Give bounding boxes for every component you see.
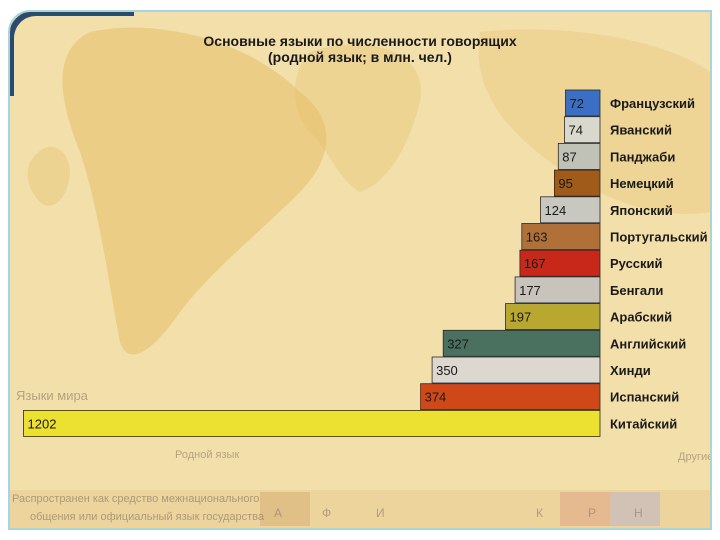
bar-value-label-1: 74	[569, 123, 583, 138]
bar-value-label-2: 87	[562, 149, 576, 164]
map-label-spread-2: общения или официальный язык государства	[30, 511, 265, 523]
slide-frame: Языки мира Родной язык Другие Распростра…	[8, 10, 712, 530]
category-label-10: Хинди	[610, 363, 651, 378]
south-america-shape	[62, 27, 327, 355]
bar-value-label-7: 177	[519, 283, 541, 298]
bar-value-label-0: 72	[570, 96, 584, 111]
bar-12	[23, 409, 601, 437]
bar-value-label-6: 167	[524, 256, 546, 271]
legend-letter-a: А	[274, 506, 282, 520]
antarctic-shape	[27, 146, 70, 206]
chart-title-line-1: Основные языки по численности говорящих	[203, 33, 516, 49]
category-label-12: Китайский	[610, 416, 677, 431]
bar-0	[565, 89, 601, 117]
bar-10	[431, 356, 601, 384]
bar-3	[554, 169, 601, 197]
bar-value-label-8: 197	[510, 310, 532, 325]
category-label-1: Яванский	[610, 123, 672, 138]
category-label-4: Японский	[610, 203, 673, 218]
language-bar-chart: Основные языки по численности говорящих …	[23, 33, 708, 437]
africa-shape	[295, 44, 422, 192]
bar-9	[442, 329, 601, 357]
category-label-3: Немецкий	[610, 176, 674, 191]
bar-4	[540, 196, 601, 224]
bar-6	[519, 249, 601, 277]
map-label-native: Родной язык	[175, 449, 239, 461]
category-label-11: Испанский	[610, 390, 679, 405]
bar-value-label-10: 350	[436, 363, 458, 378]
map-label-languages: Языки мира	[16, 388, 89, 403]
category-label-9: Английский	[610, 336, 686, 351]
bar-1	[564, 116, 601, 144]
map-label-spread-1: Распространен как средство межнациональн…	[12, 493, 259, 505]
legend-cell-a	[260, 492, 310, 526]
legend-letter-k: К	[536, 506, 543, 520]
bar-value-label-11: 374	[425, 390, 447, 405]
bar-7	[514, 276, 601, 304]
legend-cell-r	[560, 492, 610, 526]
world-map-background: Языки мира Родной язык Другие Распростра…	[10, 27, 710, 528]
bar-2	[557, 142, 601, 170]
category-label-0: Французский	[610, 96, 695, 111]
bar-value-label-9: 327	[447, 336, 469, 351]
bar-value-label-4: 124	[545, 203, 567, 218]
bar-value-label-3: 95	[558, 176, 572, 191]
bar-11	[420, 383, 601, 411]
category-label-8: Арабский	[610, 310, 672, 325]
bar-5	[521, 223, 601, 250]
category-label-5: Португальский	[610, 230, 708, 245]
legend-letter-f: Ф	[322, 506, 331, 520]
bar-value-label-5: 163	[526, 230, 548, 245]
legend-letter-r: Р	[588, 506, 596, 520]
frame-corner-accent	[10, 12, 134, 96]
map-label-other: Другие	[678, 451, 710, 463]
map-background: Языки мира Родной язык Другие Распростра…	[8, 10, 712, 530]
chart-title-line-2: (родной язык; в млн. чел.)	[268, 49, 452, 65]
bars-group: 72 Французский 74 Яванский 87 Панджаби 95 Немец…	[23, 89, 708, 437]
category-label-2: Панджаби	[610, 149, 675, 164]
legend-cell-n	[610, 492, 660, 526]
category-label-7: Бенгали	[610, 283, 663, 298]
category-label-6: Русский	[610, 256, 663, 271]
legend-letter-n: Н	[634, 506, 643, 520]
legend-letter-i: И	[376, 506, 385, 520]
bar-value-label-12: 1202	[28, 416, 57, 431]
bar-8	[505, 303, 601, 331]
